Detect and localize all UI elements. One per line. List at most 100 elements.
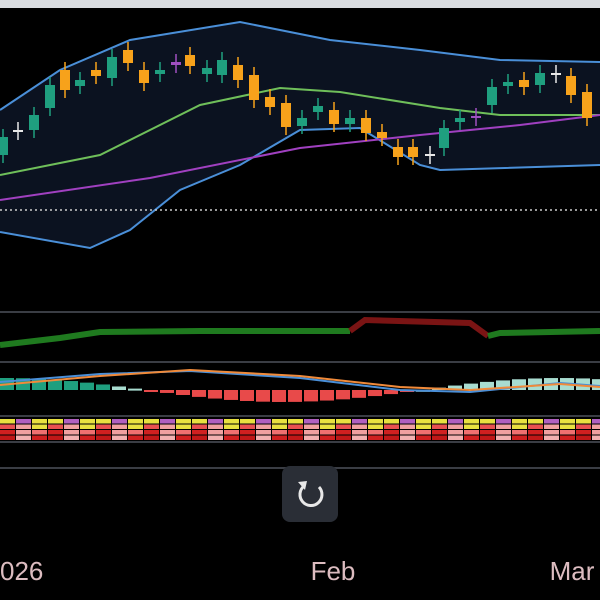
histogram-bar bbox=[128, 388, 142, 391]
heatmap-cell bbox=[0, 430, 15, 435]
heatmap-cell bbox=[496, 419, 511, 424]
middle-band bbox=[0, 86, 600, 176]
refresh-arrow[interactable] bbox=[298, 481, 307, 490]
time-label: Mar bbox=[550, 556, 595, 586]
heatmap-cell bbox=[464, 424, 479, 429]
heatmap-cell bbox=[560, 435, 575, 440]
histogram-bar bbox=[464, 383, 478, 390]
candle-body bbox=[13, 130, 23, 132]
histogram-bar bbox=[512, 379, 526, 390]
heatmap-cell bbox=[480, 419, 495, 424]
candle-body bbox=[233, 65, 243, 80]
heatmap-cell bbox=[432, 424, 447, 429]
candle-body bbox=[439, 128, 449, 148]
candle-body bbox=[313, 106, 323, 112]
refresh-icon[interactable] bbox=[298, 484, 324, 507]
heatmap-cell bbox=[208, 430, 223, 435]
candle-body bbox=[503, 82, 513, 86]
heatmap-cell bbox=[320, 419, 335, 424]
heatmap-cell bbox=[192, 419, 207, 424]
candle-body bbox=[171, 62, 181, 65]
heatmap-cell bbox=[96, 419, 111, 424]
heatmap-cell bbox=[480, 430, 495, 435]
heatmap-cell bbox=[288, 435, 303, 440]
heatmap-cell bbox=[272, 435, 287, 440]
heatmap-cell bbox=[512, 435, 527, 440]
histogram-bar bbox=[288, 390, 302, 402]
heatmap-cell bbox=[16, 430, 31, 435]
heatmap-cell bbox=[432, 430, 447, 435]
heatmap-cell bbox=[400, 430, 415, 435]
heatmap-cell bbox=[448, 435, 463, 440]
candle-body bbox=[123, 50, 133, 63]
heatmap-cell bbox=[576, 430, 591, 435]
heatmap-cell bbox=[448, 419, 463, 424]
heatmap-cell bbox=[336, 430, 351, 435]
heatmap-cell bbox=[32, 435, 47, 440]
heatmap-cell bbox=[288, 419, 303, 424]
histogram-bar bbox=[208, 390, 222, 399]
histogram-bar bbox=[48, 379, 62, 390]
heatmap-cell bbox=[208, 419, 223, 424]
indicator-panels bbox=[0, 311, 600, 469]
heatmap-cell bbox=[128, 435, 143, 440]
heatmap-cell bbox=[224, 424, 239, 429]
candle-body bbox=[471, 116, 481, 118]
heatmap-cell bbox=[544, 435, 559, 440]
heatmap-cell bbox=[240, 430, 255, 435]
heatmap-cell bbox=[0, 419, 15, 424]
heatmap-cell bbox=[544, 419, 559, 424]
candle-body bbox=[155, 70, 165, 74]
histogram-bar bbox=[352, 390, 366, 398]
trend-line bbox=[0, 328, 350, 348]
heatmap-cell bbox=[512, 430, 527, 435]
heatmap-cell bbox=[64, 419, 79, 424]
heatmap-cell bbox=[464, 435, 479, 440]
histogram-bar bbox=[496, 380, 510, 390]
heatmap-cell bbox=[160, 419, 175, 424]
heatmap-cell bbox=[480, 435, 495, 440]
candle-body bbox=[265, 97, 275, 107]
heatmap-cell bbox=[64, 435, 79, 440]
heatmap-cell bbox=[528, 430, 543, 435]
heatmap-cell bbox=[304, 424, 319, 429]
refresh-button[interactable] bbox=[282, 466, 338, 522]
heatmap-cell bbox=[48, 424, 63, 429]
heatmap-cell bbox=[304, 430, 319, 435]
candle-body bbox=[217, 60, 227, 75]
heatmap-cell bbox=[512, 424, 527, 429]
histogram-bar bbox=[272, 390, 286, 402]
heatmap-cell bbox=[144, 419, 159, 424]
heatmap-cell bbox=[592, 435, 600, 440]
histogram-bar bbox=[480, 381, 494, 390]
histogram-bar bbox=[144, 390, 158, 392]
heatmap-cell bbox=[464, 430, 479, 435]
candle-body bbox=[425, 154, 435, 156]
heatmap-cell bbox=[64, 424, 79, 429]
heatmap-cell bbox=[48, 430, 63, 435]
heatmap-cell bbox=[304, 419, 319, 424]
heatmap-cell bbox=[352, 435, 367, 440]
heatmap-cell bbox=[352, 424, 367, 429]
candle-body bbox=[0, 137, 8, 155]
heatmap-cell bbox=[416, 435, 431, 440]
heatmap-cell bbox=[496, 435, 511, 440]
heatmap-cell bbox=[112, 424, 127, 429]
candle-body bbox=[91, 70, 101, 76]
button-bg[interactable] bbox=[282, 466, 338, 522]
candle-body bbox=[361, 118, 371, 133]
candle-body bbox=[345, 118, 355, 124]
heatmap-cell bbox=[528, 435, 543, 440]
heatmap-cell bbox=[592, 419, 600, 424]
heatmap-cell bbox=[16, 424, 31, 429]
heatmap-cell bbox=[496, 430, 511, 435]
heatmap-cell bbox=[432, 419, 447, 424]
heatmap-cell bbox=[16, 435, 31, 440]
heatmap-cell bbox=[240, 419, 255, 424]
candle-body bbox=[377, 132, 387, 138]
heatmap-cell bbox=[192, 424, 207, 429]
heatmap-cell bbox=[416, 430, 431, 435]
heatmap-cell bbox=[48, 419, 63, 424]
histogram-bar bbox=[304, 390, 318, 402]
